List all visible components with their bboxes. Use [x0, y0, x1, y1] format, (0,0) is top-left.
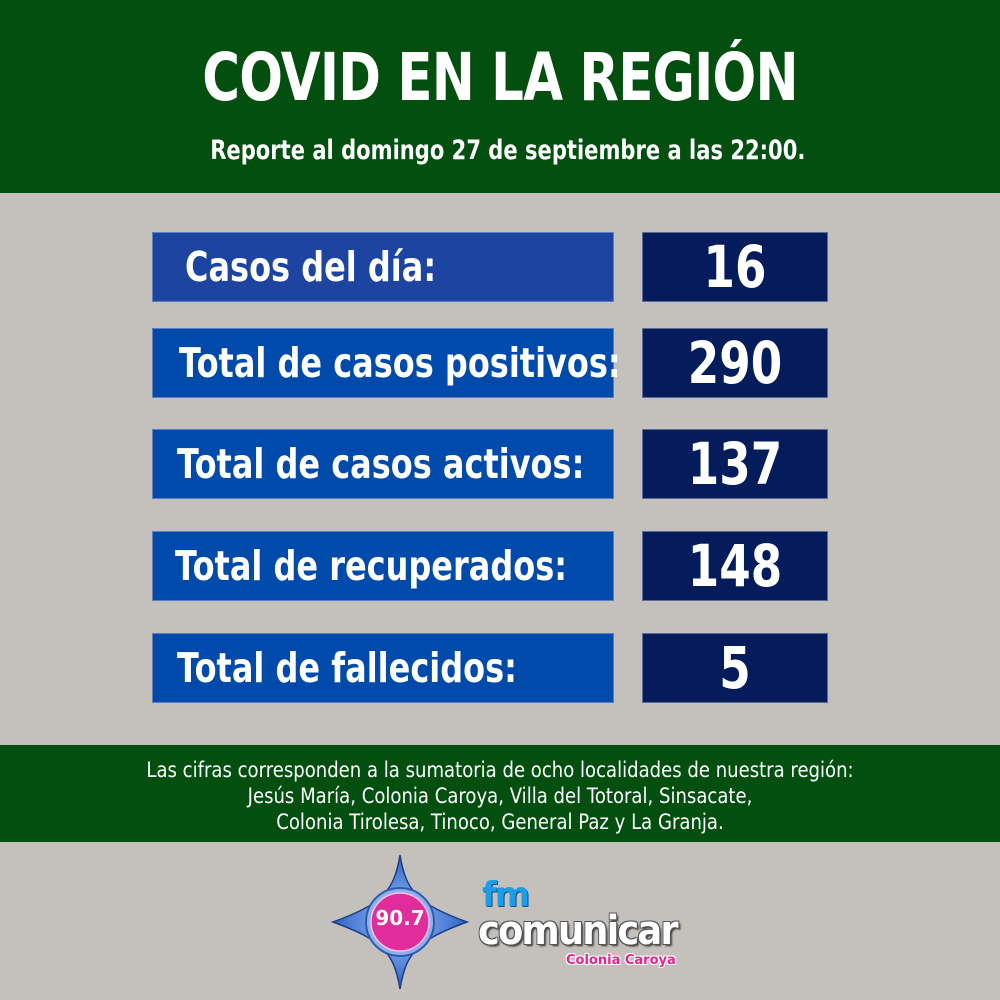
logo-name: comunicar — [478, 908, 679, 954]
stat-label-box: Casos del día: — [152, 232, 614, 302]
stat-label: Casos del día: — [185, 243, 437, 291]
stat-value: 148 — [687, 532, 783, 600]
footer-line: Jesús María, Colonia Caroya, Villa del T… — [247, 784, 753, 808]
stat-value-box: 137 — [642, 429, 828, 499]
logo-fm: fm — [482, 875, 530, 915]
logo-city: Colonia Caroya — [566, 953, 676, 968]
stat-row-total-fallecidos: Total de fallecidos: 5 — [0, 633, 1000, 703]
logo-frequency: 90.7 — [375, 906, 425, 930]
report-date: Reporte al domingo 27 de septiembre a la… — [210, 135, 806, 166]
stat-label-box: Total de recuperados: — [152, 531, 614, 601]
stat-value-box: 16 — [642, 232, 828, 302]
page-title: COVID EN LA REGIÓN — [202, 39, 798, 116]
stat-row-casos-del-dia: Casos del día: 16 — [0, 232, 1000, 302]
footer-note: Las cifras corresponden a la sumatoria d… — [0, 745, 1000, 842]
stat-label: Total de recuperados: — [175, 542, 568, 590]
stat-label: Total de casos positivos: — [179, 339, 621, 387]
stat-value: 137 — [687, 430, 783, 498]
stat-label-box: Total de casos positivos: — [152, 328, 621, 398]
stat-value: 290 — [687, 329, 783, 397]
footer-line: Las cifras corresponden a la sumatoria d… — [146, 758, 854, 782]
stat-label: Total de fallecidos: — [177, 644, 517, 692]
stat-value: 16 — [703, 233, 767, 301]
stat-value-box: 148 — [642, 531, 828, 601]
stat-row-total-positivos: Total de casos positivos: 290 — [0, 328, 1000, 398]
header-banner: COVID EN LA REGIÓN Reporte al domingo 27… — [0, 0, 1000, 193]
stat-label-box: Total de fallecidos: — [152, 633, 614, 703]
stat-value-box: 5 — [642, 633, 828, 703]
stat-row-total-activos: Total de casos activos: 137 — [0, 429, 1000, 499]
stat-row-total-recuperados: Total de recuperados: 148 — [0, 531, 1000, 601]
footer-line: Colonia Tirolesa, Tinoco, General Paz y … — [276, 810, 724, 834]
stat-value: 5 — [719, 634, 751, 702]
stat-value-box: 290 — [642, 328, 828, 398]
radio-logo-star-icon — [330, 854, 470, 990]
stat-label-box: Total de casos activos: — [152, 429, 614, 499]
stat-label: Total de casos activos: — [177, 440, 585, 488]
